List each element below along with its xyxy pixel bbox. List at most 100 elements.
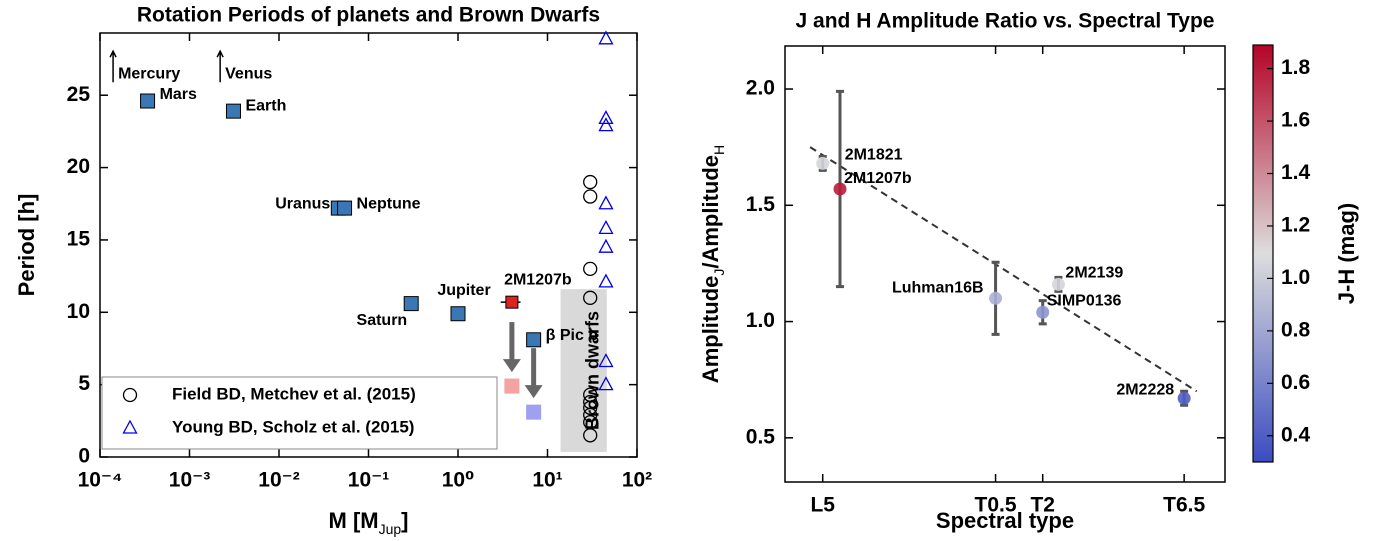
point-label: 2M1207b	[844, 170, 912, 187]
label-part: M [M	[329, 508, 379, 533]
point-label: SIMP0136	[1047, 292, 1122, 309]
projected-point	[526, 404, 542, 420]
point	[598, 117, 614, 132]
point	[989, 291, 1003, 305]
colorbar-tick-label: 0.6	[1281, 371, 1310, 394]
point	[583, 428, 598, 443]
point-label: β Pic b	[546, 327, 599, 344]
point-label: 2M2228	[1116, 382, 1174, 399]
y-tick-label: 15	[67, 227, 91, 250]
colorbar-tick-label: 1.0	[1281, 266, 1310, 289]
point-label: Saturn	[357, 312, 408, 329]
point	[583, 189, 598, 204]
point	[1036, 305, 1050, 319]
x-tick-label: 10¹	[532, 469, 562, 492]
x-tick-label: 10⁻³	[169, 469, 210, 492]
point	[598, 219, 614, 235]
point-label: 2M2139	[1065, 265, 1123, 282]
colorbar	[1252, 44, 1274, 463]
x-axis-label: Spectral type	[936, 508, 1074, 533]
colorbar-tick-label: 1.4	[1281, 161, 1311, 184]
point	[583, 290, 598, 305]
x-tick-label: T2	[1030, 494, 1055, 517]
planet-point	[140, 93, 156, 109]
point	[598, 353, 614, 368]
x-tick-label: 10⁰	[442, 469, 475, 492]
y-tick-label: 1.0	[746, 309, 775, 332]
projected-point	[504, 378, 520, 394]
colorbar-tick-label: 0.8	[1281, 318, 1311, 341]
projection-arrowhead	[524, 385, 543, 399]
colorbar-tick-label: 1.2	[1281, 214, 1310, 237]
legend-label: Field BD, Metchev et al. (2015)	[172, 384, 416, 403]
point-label: Luhman16B	[892, 280, 984, 297]
planet-point	[337, 200, 353, 216]
y-tick-label: 10	[67, 300, 90, 323]
point-label: 2M1207b	[504, 271, 572, 288]
plot-frame	[784, 45, 1226, 483]
colorbar-tick-label: 1.6	[1281, 109, 1310, 132]
y-tick-label: 20	[67, 155, 90, 178]
point	[598, 110, 614, 125]
point-label: Jupiter	[437, 282, 490, 299]
point	[598, 376, 614, 391]
point	[583, 174, 598, 190]
legend-marker	[122, 419, 138, 434]
chart-title: J and H Amplitude Ratio vs. Spectral Typ…	[796, 10, 1215, 33]
point	[816, 156, 830, 170]
chart-title: Rotation Periods of planets and Brown Dw…	[137, 4, 600, 27]
point	[598, 195, 614, 210]
planet-point	[450, 306, 466, 322]
x-tick-label: 10⁻¹	[348, 469, 389, 492]
colorbar-tick-label: 1.8	[1281, 56, 1311, 79]
y-tick-label: 5	[78, 372, 90, 395]
point-label: Uranus	[275, 195, 330, 212]
fit-line	[809, 146, 1198, 393]
label-part: /Amplitude	[698, 155, 723, 269]
point	[598, 238, 614, 253]
highlight-point	[505, 295, 519, 309]
x-tick-label: 10⁻⁴	[78, 469, 123, 492]
legend-label: Young BD, Scholz et al. (2015)	[172, 417, 414, 436]
point-label: Mercury	[118, 65, 180, 82]
point	[598, 30, 614, 45]
y-axis-label: AmplitudeJ/AmplitudeH	[698, 145, 727, 383]
label-part: ]	[401, 508, 408, 533]
y-tick-label: 1.5	[746, 193, 776, 216]
planet-point	[526, 332, 542, 348]
lower-limit-arrow	[216, 49, 224, 83]
legend-box	[101, 376, 498, 450]
legend-marker	[122, 387, 138, 403]
point	[598, 273, 614, 288]
label-subscript: Jup	[379, 521, 402, 537]
point-label: Venus	[225, 65, 272, 82]
colorbar-tick-label: 0.4	[1281, 423, 1311, 446]
point	[583, 400, 598, 415]
y-tick-label: 2.0	[746, 77, 775, 100]
label-subscript: J	[711, 269, 727, 276]
point	[583, 407, 598, 423]
y-axis-label: Period [h]	[14, 194, 39, 297]
x-axis-label: M [MJup]	[329, 508, 409, 537]
y-tick-label: 0.5	[746, 425, 776, 448]
colorbar-label: J-H (mag)	[1334, 203, 1359, 304]
y-tick-label: 0	[78, 445, 90, 468]
point	[1051, 277, 1065, 291]
point	[583, 261, 598, 277]
x-tick-label: 10²	[622, 469, 652, 492]
point-label: Earth	[245, 97, 286, 114]
label-subscript: H	[711, 145, 727, 155]
y-tick-label: 25	[67, 83, 91, 106]
point-label: Neptune	[357, 195, 421, 212]
x-tick-label: T0.5	[975, 494, 1017, 517]
planet-point	[403, 296, 419, 312]
point	[1177, 391, 1191, 405]
planet-point	[225, 103, 241, 119]
point	[833, 182, 847, 196]
lower-limit-arrow	[109, 49, 117, 83]
point-label: 2M1821	[845, 147, 903, 164]
label-part: Amplitude	[698, 276, 723, 384]
x-tick-label: 10⁻²	[258, 469, 299, 492]
point-label: Mars	[160, 86, 197, 103]
